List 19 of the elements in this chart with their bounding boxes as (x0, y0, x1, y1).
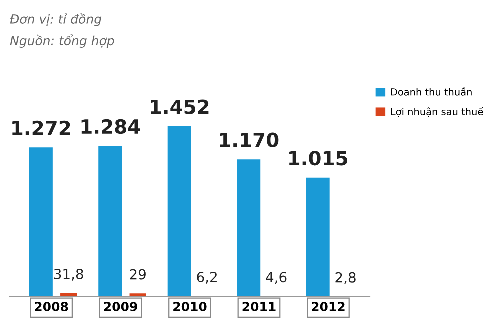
x-tick-label: 2012 (312, 302, 345, 312)
data-label: 6,2 (197, 272, 217, 284)
data-label: 1.170 (220, 132, 279, 148)
legend-label: Lợi nhuận sau thuế (391, 107, 484, 118)
x-tick-label: 2009 (104, 302, 138, 312)
data-label: 2,8 (336, 272, 356, 284)
x-tick-label: 2011 (242, 302, 276, 312)
x-tick-label: 2010 (174, 302, 207, 312)
x-tick-label: 2008 (35, 302, 68, 312)
legend-label: Doanh thu thuần (391, 87, 472, 96)
text: Đơn vị: tỉ đồng (10, 13, 102, 26)
text: Nguồn: tổng hợp (10, 34, 114, 48)
data-label: 1.272 (12, 120, 70, 136)
data-label: 1.284 (82, 119, 140, 134)
data-label: 4,6 (266, 272, 287, 284)
data-label: 29 (130, 269, 146, 280)
data-label: 1.452 (151, 100, 209, 114)
data-label: 1.015 (290, 151, 348, 166)
data-label: 31,8 (54, 268, 84, 281)
